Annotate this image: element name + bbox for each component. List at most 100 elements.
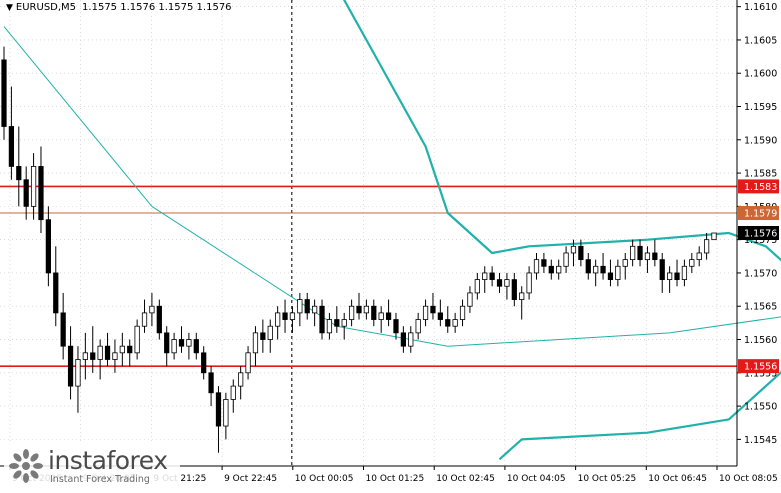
candle-body [483,273,487,280]
price-tick-label: 1.1590 [744,135,777,146]
candle [142,300,146,333]
candle [187,333,191,360]
candle-body [431,306,435,313]
current-price-label: 1.1576 [744,229,777,240]
time-tick-label: 10 Oct 08:05 [719,474,778,484]
candle [357,293,361,320]
candle [24,166,28,219]
candle-body [342,320,346,327]
candle-body [113,353,117,360]
candle-body [667,273,671,280]
candle [39,146,43,233]
candle-body [275,313,279,326]
candle [416,313,420,340]
candle-body [216,393,220,426]
candle-body [327,320,331,333]
candle-body [497,280,501,287]
candle-body [54,273,58,313]
candle-body [194,340,198,353]
candle [475,273,479,300]
candle-body [298,300,302,313]
candle-body [660,260,664,280]
ohlc-values: 1.1575 1.1576 1.1575 1.1576 [82,2,232,13]
candle [372,300,376,327]
candle [505,273,509,300]
candle [201,346,205,379]
candle-body [157,306,161,333]
candle-body [534,260,538,273]
candle [327,313,331,340]
candle [54,246,58,326]
candle [394,313,398,340]
candle-body [556,266,560,273]
candle [298,293,302,326]
candle [31,153,35,220]
candle-body [630,246,634,259]
level-label-support: 1.1556 [744,362,777,373]
price-tick-label: 1.1545 [744,435,777,446]
candle-body [224,399,228,426]
candle-body [364,306,368,313]
candle [401,326,405,353]
candle-body [335,320,339,327]
price-tick-label: 1.1600 [744,69,777,80]
candle-body [409,333,413,346]
candle [497,273,501,293]
candle [128,340,132,367]
candle [697,246,701,266]
candle [409,326,413,353]
candle [83,333,87,380]
candle-body [320,306,324,333]
candle [320,300,324,340]
candle [172,333,176,360]
time-tick-label: 10 Oct 05:25 [578,474,637,484]
candle-body [283,313,287,320]
candle-body [645,253,649,260]
candle-body [246,353,250,373]
candle [630,240,634,267]
candle-body [305,300,309,313]
candle-body [31,166,35,206]
logo-brand-text: instaforex [48,446,168,475]
candle [586,253,590,280]
symbol-label: EURUSD,M5 [16,2,76,13]
candle [113,340,117,373]
candle [601,253,605,280]
candle [616,260,620,287]
price-tick-label: 1.1565 [744,302,777,313]
time-tick-label: 10 Oct 02:45 [436,474,495,484]
time-tick-label: 9 Oct 22:45 [224,474,277,484]
lower-band-line [500,333,781,459]
candle-body [601,266,605,273]
candle [2,47,6,140]
candle-body [172,340,176,353]
candle-body [549,266,553,273]
candle-body [564,253,568,266]
watermark-logo: instaforex Instant Forex Trading [4,444,180,488]
candle [157,300,161,340]
time-tick-label: 10 Oct 04:05 [507,474,566,484]
level-label-minor: 1.1579 [744,209,777,220]
candle [542,253,546,273]
candle [76,346,80,413]
candle-body [209,373,213,393]
grid-lines [0,0,737,466]
price-tick-label: 1.1550 [744,402,777,413]
candle [120,333,124,366]
candlesticks [2,47,716,453]
candle-body [586,260,590,273]
candle-body [423,306,427,319]
candle [512,273,516,306]
candle [46,206,50,286]
logo-tagline: Instant Forex Trading [50,474,150,485]
candle [660,253,664,293]
candle-body [512,280,516,300]
candle [209,366,213,406]
candle [194,333,198,360]
candle-body [690,260,694,267]
candle [17,126,21,206]
candle-body [712,233,716,240]
candle [312,300,316,327]
